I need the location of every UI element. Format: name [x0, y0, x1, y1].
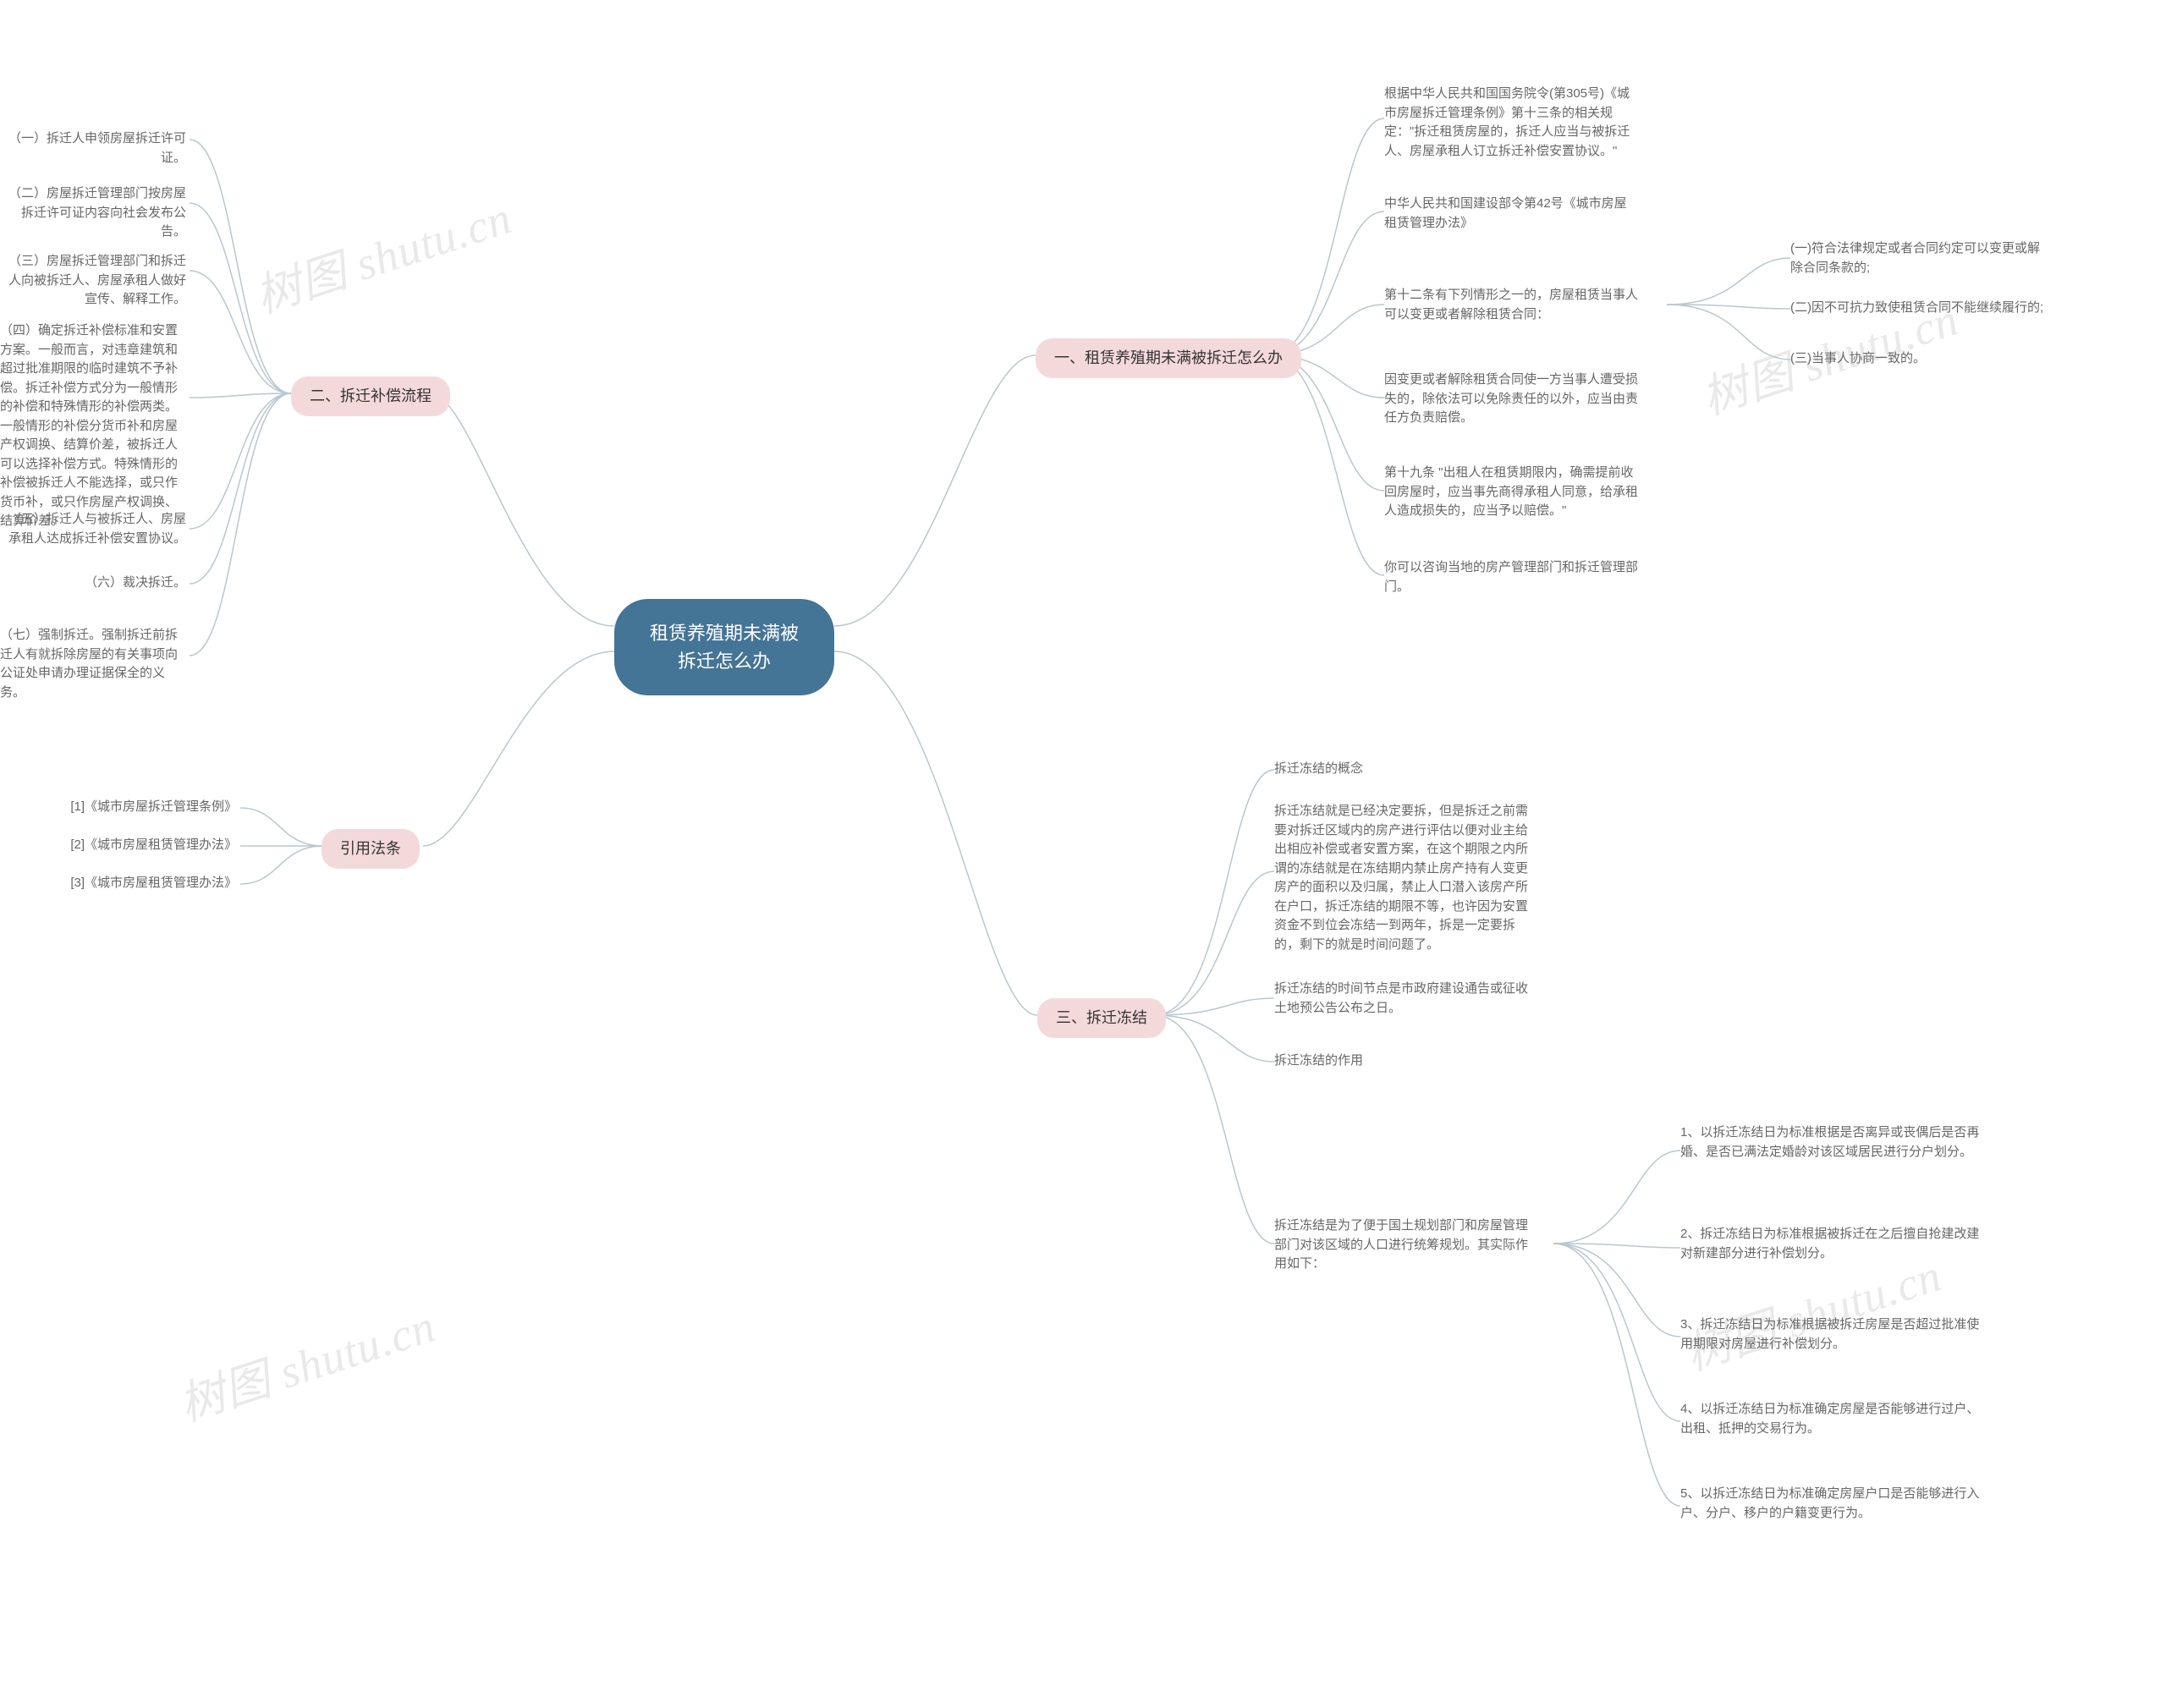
leaf-s1c1: (一)符合法律规定或者合同约定可以变更或解除合同条款的; [1790, 239, 2044, 277]
leaf-s3e4: 4、以拆迁冻结日为标准确定房屋是否能够进行过户、出租、抵押的交易行为。 [1680, 1400, 1985, 1438]
leaf-s3a: 拆迁冻结的概念 [1274, 760, 1363, 779]
leaf-ref-3: [3]《城市房屋租赁管理办法》 [70, 874, 237, 893]
branch-section-3: 三、拆迁冻结 [1037, 998, 1166, 1038]
leaf-s1f: 你可以咨询当地的房产管理部门和拆迁管理部门。 [1384, 558, 1638, 596]
leaf-s3c: 拆迁冻结的时间节点是市政府建设通告或征收土地预公告公布之日。 [1274, 980, 1528, 1018]
root-node: 租赁养殖期未满被拆迁怎么办 [614, 599, 834, 695]
leaf-s1d: 因变更或者解除租赁合同使一方当事人遭受损失的，除依法可以免除责任的以外，应当由责… [1384, 371, 1638, 428]
leaf-s1e: 第十九条 "出租人在租赁期限内，确需提前收回房屋时，应当事先商得承租人同意，给承… [1384, 464, 1638, 521]
leaf-s3b: 拆迁冻结就是已经决定要拆，但是拆迁之前需要对拆迁区域内的房产进行评估以便对业主给… [1274, 802, 1528, 954]
leaf-s1c3: (三)当事人协商一致的。 [1790, 349, 1926, 369]
leaf-s2e: （五）拆迁人与被拆迁人、房屋承租人达成拆迁补偿安置协议。 [0, 510, 186, 548]
leaf-s3e: 拆迁冻结是为了便于国土规划部门和房屋管理部门对该区域的人口进行统筹规划。其实际作… [1274, 1216, 1528, 1274]
leaf-s2c: （三）房屋拆迁管理部门和拆迁人向被拆迁人、房屋承租人做好宣传、解释工作。 [0, 252, 186, 310]
leaf-s1a: 根据中华人民共和国国务院令(第305号)《城市房屋拆迁管理条例》第十三条的相关规… [1384, 85, 1638, 161]
watermark: 树图 shutu.cn [245, 180, 519, 326]
leaf-ref-1: [1]《城市房屋拆迁管理条例》 [70, 798, 237, 817]
leaf-s2g: （七）强制拆迁。强制拆迁前拆迁人有就拆除房屋的有关事项向公证处申请办理证据保全的… [0, 626, 186, 702]
leaf-s3e1: 1、以拆迁冻结日为标准根据是否离异或丧偶后是否再婚、是否已满法定婚龄对该区域居民… [1680, 1123, 1985, 1162]
leaf-s3e3: 3、拆迁冻结日为标准根据被拆迁房屋是否超过批准使用期限对房屋进行补偿划分。 [1680, 1315, 1985, 1354]
leaf-s2d: （四）确定拆迁补偿标准和安置方案。一般而言，对违章建筑和超过批准期限的临时建筑不… [0, 321, 186, 531]
leaf-ref-2: [2]《城市房屋租赁管理办法》 [70, 836, 237, 855]
leaf-s3d: 拆迁冻结的作用 [1274, 1052, 1363, 1071]
leaf-s1c2: (二)因不可抗力致使租赁合同不能继续履行的; [1790, 299, 2043, 318]
leaf-s1b: 中华人民共和国建设部令第42号《城市房屋租赁管理办法》 [1384, 195, 1638, 233]
watermark: 树图 shutu.cn [169, 1288, 443, 1434]
branch-section-2: 二、拆迁补偿流程 [291, 376, 450, 416]
leaf-s2f: （六）裁决拆迁。 [85, 574, 186, 593]
leaf-s2b: （二）房屋拆迁管理部门按房屋拆迁许可证内容向社会发布公告。 [0, 184, 186, 242]
branch-references: 引用法条 [322, 829, 420, 869]
leaf-s3e5: 5、以拆迁冻结日为标准确定房屋户口是否能够进行入户、分户、移户的户籍变更行为。 [1680, 1485, 1985, 1523]
leaf-s1c: 第十二条有下列情形之一的，房屋租赁当事人可以变更或者解除租赁合同： [1384, 286, 1638, 324]
leaf-s3e2: 2、拆迁冻结日为标准根据被拆迁在之后擅自抢建改建对新建部分进行补偿划分。 [1680, 1225, 1985, 1263]
branch-section-1: 一、租赁养殖期未满被拆迁怎么办 [1036, 338, 1301, 378]
leaf-s2a: （一）拆迁人申领房屋拆迁许可证。 [0, 129, 186, 168]
